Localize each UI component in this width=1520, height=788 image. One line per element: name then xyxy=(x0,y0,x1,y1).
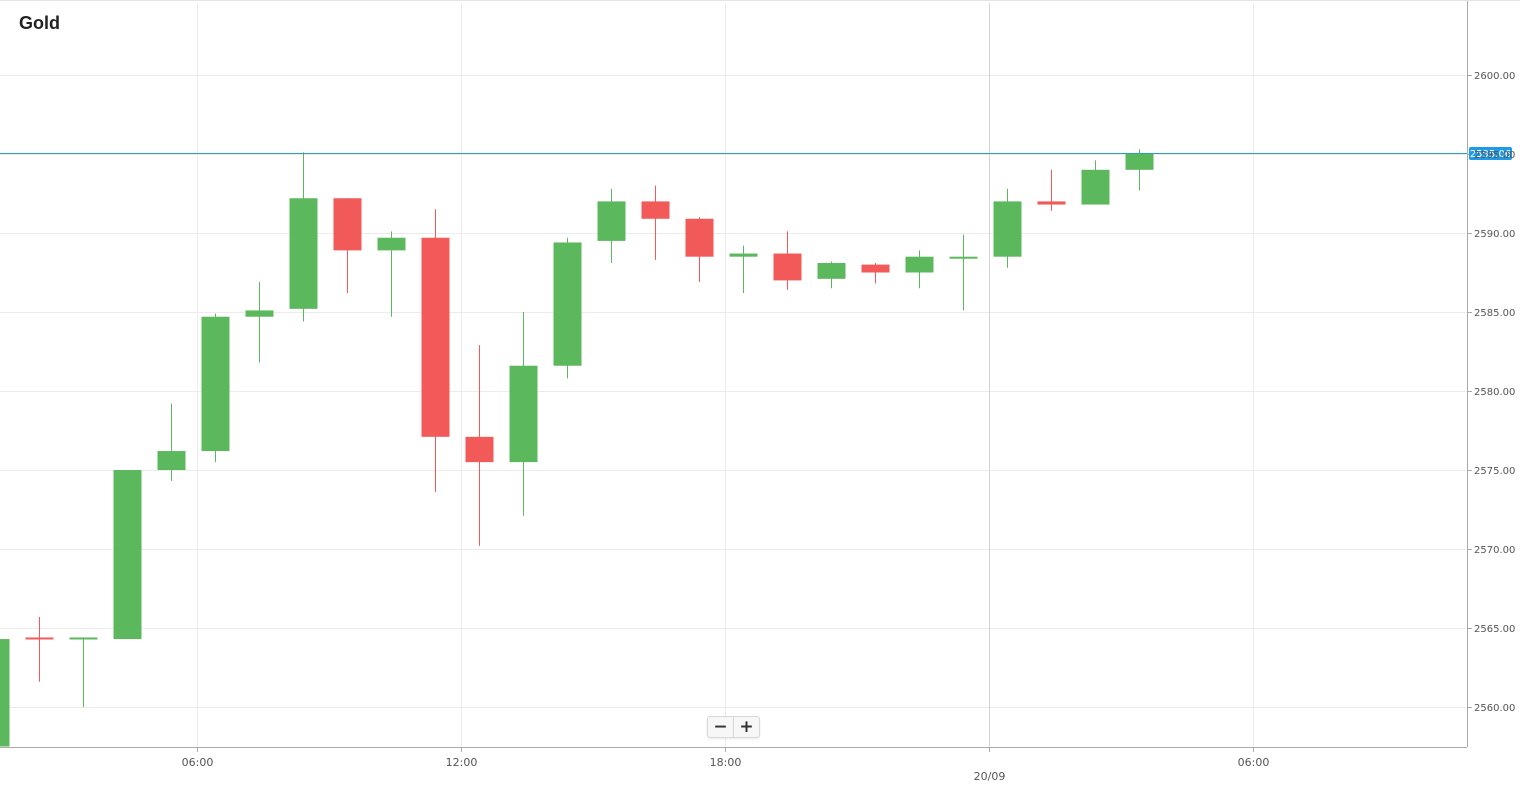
plus-icon: + xyxy=(739,716,754,737)
candle-body xyxy=(201,316,230,452)
candle-body xyxy=(685,218,714,257)
candle-down[interactable] xyxy=(25,616,54,682)
candle-body xyxy=(993,201,1022,257)
candle-body xyxy=(553,242,582,366)
candle-body xyxy=(861,264,890,273)
y-tick-label: 2575.00 xyxy=(1474,466,1515,477)
candle-body xyxy=(817,263,846,279)
candle-down[interactable] xyxy=(1037,169,1066,211)
y-tick-label: 2570.00 xyxy=(1474,545,1515,556)
candle-body xyxy=(1125,153,1154,170)
candle-body xyxy=(289,198,318,309)
zoom-controls: − + xyxy=(707,716,760,738)
candle-up[interactable] xyxy=(245,281,274,363)
y-tick-label: 2600.00 xyxy=(1474,71,1515,82)
candle-down[interactable] xyxy=(641,185,670,260)
candle-body xyxy=(333,198,362,251)
candle-down[interactable] xyxy=(685,217,714,282)
candle-body xyxy=(377,237,406,251)
candle-up[interactable] xyxy=(509,312,538,516)
candle-body xyxy=(641,201,670,219)
candle-body xyxy=(597,201,626,241)
zoom-out-button[interactable]: − xyxy=(708,717,733,737)
candle-up[interactable] xyxy=(949,234,978,311)
x-tick-label: 06:00 xyxy=(182,756,214,769)
minus-icon: − xyxy=(713,716,728,737)
x-tick-label: 12:00 xyxy=(446,756,478,769)
candle-up[interactable] xyxy=(817,261,846,289)
candle-up[interactable] xyxy=(377,231,406,317)
candle-up[interactable] xyxy=(993,188,1022,268)
candle-up[interactable] xyxy=(729,245,758,294)
candle-body xyxy=(421,237,450,437)
candle-up[interactable] xyxy=(905,250,934,289)
y-tick-label: 2580.00 xyxy=(1474,387,1515,398)
candle-body xyxy=(245,310,274,317)
candles[interactable] xyxy=(0,149,1154,747)
x-tick-label: 06:00 xyxy=(1238,756,1270,769)
axis-labels: 2600.00 2595.00 2590.00 2585.00 2580.00 2575.… xyxy=(182,71,1516,783)
candle-up[interactable] xyxy=(113,470,142,640)
candle-body xyxy=(465,436,494,463)
grid-lines xyxy=(0,3,1467,747)
candle-up[interactable] xyxy=(1125,149,1154,191)
candle-body xyxy=(1037,201,1066,205)
y-tick-label: 2595.00 xyxy=(1474,150,1515,161)
candle-body xyxy=(25,637,54,640)
candle-body xyxy=(509,365,538,463)
candle-up[interactable] xyxy=(553,237,582,379)
candle-body xyxy=(905,256,934,273)
candle-up[interactable] xyxy=(0,595,10,747)
candle-up[interactable] xyxy=(1081,160,1110,205)
candle-body xyxy=(1081,169,1110,205)
candle-down[interactable] xyxy=(861,263,890,284)
candle-body xyxy=(69,637,98,640)
x-tick-label: 20/09 xyxy=(974,770,1006,783)
x-tick-label: 18:00 xyxy=(710,756,742,769)
axes xyxy=(0,0,1520,752)
candle-up[interactable] xyxy=(69,637,98,707)
current-price-label: 2595.06 xyxy=(1470,149,1511,160)
y-tick-label: 2560.00 xyxy=(1474,703,1515,714)
current-price-marker: 2595.06 xyxy=(0,147,1512,160)
candle-body xyxy=(729,253,758,257)
candle-up[interactable] xyxy=(201,313,230,463)
candle-body xyxy=(157,451,186,470)
candle-up[interactable] xyxy=(597,188,626,264)
y-tick-label: 2565.00 xyxy=(1474,624,1515,635)
candle-body xyxy=(773,253,802,281)
zoom-in-button[interactable]: + xyxy=(733,717,759,737)
candle-body xyxy=(113,470,142,640)
candle-down[interactable] xyxy=(465,345,494,546)
candle-body xyxy=(0,639,10,747)
current-price-tag xyxy=(1469,147,1512,160)
candle-down[interactable] xyxy=(773,231,802,290)
y-tick-label: 2585.00 xyxy=(1474,308,1515,319)
candle-up[interactable] xyxy=(157,403,186,482)
candle-up[interactable] xyxy=(289,152,318,322)
candle-down[interactable] xyxy=(421,209,450,493)
y-tick-label: 2590.00 xyxy=(1474,229,1515,240)
candle-down[interactable] xyxy=(333,198,362,294)
candle-body xyxy=(949,256,978,259)
chart-title: Gold xyxy=(19,13,60,33)
